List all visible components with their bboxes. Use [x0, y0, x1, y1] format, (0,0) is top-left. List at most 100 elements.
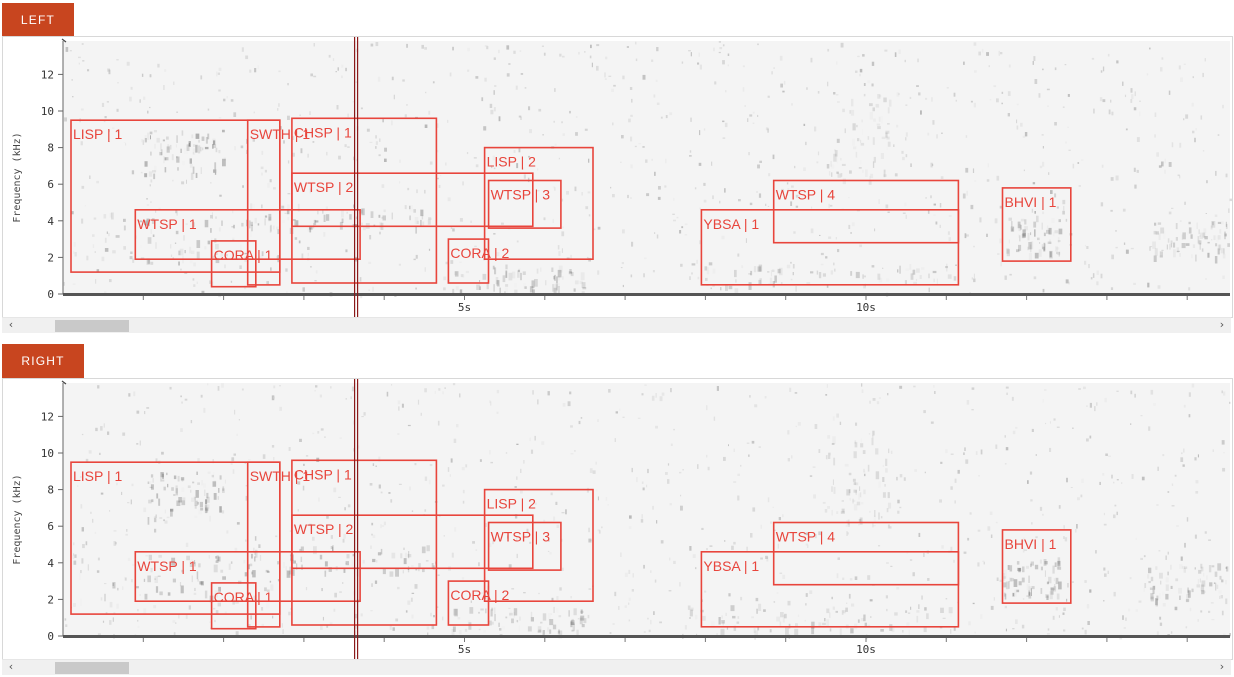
annotation-box[interactable]: CORA | 2 — [447, 580, 509, 626]
annotation-rect[interactable] — [772, 179, 960, 244]
annotation-rect[interactable] — [246, 119, 281, 286]
annotation-label: WTSP | 4 — [776, 529, 836, 545]
y-tick-label: 12 — [41, 410, 54, 423]
annotation-box[interactable]: WTSP | 3 — [487, 179, 562, 229]
left-scroll-thumb[interactable] — [54, 320, 129, 332]
annotation-rect[interactable] — [447, 580, 490, 626]
annotation-box[interactable]: BHVI | 1 — [1001, 529, 1072, 604]
annotation-label: CHSP | 1 — [294, 124, 352, 140]
left-spectrogram-view[interactable]: 12 10 8 6 4 2 0 Frequency (kHz) 5s 10s LISP | 1 WTS… — [2, 36, 1233, 318]
left-channel-panel: LEFT 12 10 8 6 4 2 0 Frequency (kHz) 5s 10s LISP |… — [0, 0, 1234, 334]
y-tick-label: 2 — [47, 593, 54, 606]
y-axis-label: Frequency (kHz) — [12, 474, 23, 564]
annotation-box[interactable]: WTSP | 4 — [772, 179, 960, 244]
right-channel-tab[interactable]: RIGHT — [2, 344, 84, 378]
chevron-right-icon[interactable]: › — [1219, 660, 1225, 673]
time-axis-line — [63, 293, 1230, 296]
frequency-axis: 12 10 8 6 4 2 0 Frequency (kHz) — [12, 41, 64, 301]
annotation-label: LISP | 2 — [487, 496, 537, 512]
annotation-box[interactable]: YBSA | 1 — [700, 209, 960, 286]
annotation-label: BHVI | 1 — [1005, 194, 1057, 210]
frequency-axis: 12 10 8 6 4 2 0 Frequency (kHz) — [12, 383, 64, 643]
annotation-label: WTSP | 2 — [294, 521, 354, 537]
right-channel-panel: RIGHT 12 10 8 6 4 2 0 Frequency (kHz) 5s 10s LISP … — [0, 342, 1234, 676]
annotation-box[interactable]: CORA | 1 — [210, 582, 273, 630]
annotation-rect[interactable] — [700, 209, 960, 286]
y-tick-label: 12 — [41, 68, 54, 81]
plot-corner-marker — [61, 38, 67, 43]
spectrogram-background — [63, 383, 1230, 636]
annotation-box[interactable]: WTSP | 2 — [291, 514, 534, 570]
annotation-rect[interactable] — [291, 172, 534, 228]
x-tick-label: 5s — [458, 643, 471, 656]
annotation-rect[interactable] — [291, 514, 534, 570]
left-channel-tab[interactable]: LEFT — [2, 3, 74, 37]
y-tick-label: 6 — [47, 178, 54, 191]
annotation-rect[interactable] — [483, 488, 594, 602]
left-spectrogram[interactable]: 12 10 8 6 4 2 0 Frequency (kHz) 5s 10s LISP | 1 WTS… — [3, 37, 1232, 317]
y-tick-label: 8 — [47, 484, 54, 497]
annotation-rect[interactable] — [246, 461, 281, 628]
annotation-label: LISP | 1 — [73, 468, 123, 484]
annotation-rect[interactable] — [772, 521, 960, 586]
annotation-label: LISP | 2 — [487, 154, 537, 170]
y-tick-label: 8 — [47, 142, 54, 155]
annotation-rect[interactable] — [210, 240, 257, 288]
annotation-label: SWTH | 1 — [250, 468, 311, 484]
annotation-label: CORA | 1 — [214, 247, 273, 263]
right-scrollbar[interactable]: ‹ › — [2, 659, 1231, 675]
annotation-box[interactable]: WTSP | 4 — [772, 521, 960, 586]
annotation-label: CORA | 2 — [450, 245, 509, 261]
chevron-left-icon[interactable]: ‹ — [8, 660, 14, 673]
y-tick-label: 4 — [47, 215, 54, 228]
annotation-rect[interactable] — [700, 551, 960, 628]
annotation-box[interactable]: CORA | 1 — [210, 240, 273, 288]
time-axis: 5s 10s — [63, 293, 1230, 314]
chevron-right-icon[interactable]: › — [1219, 318, 1225, 331]
annotation-box[interactable]: YBSA | 1 — [700, 551, 960, 628]
y-tick-label: 0 — [47, 630, 54, 643]
annotation-label: WTSP | 1 — [137, 558, 197, 574]
annotation-label: LISP | 1 — [73, 126, 123, 142]
x-tick-label: 10s — [856, 643, 876, 656]
plot-corner-marker — [61, 380, 67, 385]
annotation-box[interactable]: WTSP | 2 — [291, 172, 534, 228]
x-tick-label: 10s — [856, 301, 876, 314]
annotation-label: WTSP | 4 — [776, 187, 836, 203]
annotation-rect[interactable] — [1001, 529, 1072, 604]
time-axis: 5s 10s — [63, 635, 1230, 656]
annotation-label: BHVI | 1 — [1005, 536, 1057, 552]
annotation-box[interactable]: SWTH | 1 — [246, 119, 311, 286]
annotation-box[interactable]: CORA | 2 — [447, 238, 509, 284]
annotation-rect[interactable] — [487, 521, 562, 571]
annotation-label: YBSA | 1 — [703, 558, 759, 574]
annotation-rect[interactable] — [487, 179, 562, 229]
annotation-rect[interactable] — [447, 238, 490, 284]
annotation-rect[interactable] — [1001, 187, 1072, 262]
annotation-box[interactable]: LISP | 2 — [483, 488, 594, 602]
spectrogram-texture — [63, 383, 1231, 640]
x-tick-label: 5s — [458, 301, 471, 314]
annotation-rect[interactable] — [483, 146, 594, 260]
left-scrollbar[interactable]: ‹ › — [2, 317, 1231, 333]
y-tick-label: 6 — [47, 520, 54, 533]
chevron-left-icon[interactable]: ‹ — [8, 318, 14, 331]
annotation-box[interactable]: BHVI | 1 — [1001, 187, 1072, 262]
annotation-label: WTSP | 3 — [491, 187, 551, 203]
y-tick-label: 4 — [47, 557, 54, 570]
annotation-box[interactable]: WTSP | 3 — [487, 521, 562, 571]
right-scroll-thumb[interactable] — [54, 662, 129, 674]
annotation-label: CORA | 1 — [214, 589, 273, 605]
right-spectrogram[interactable]: 12 10 8 6 4 2 0 Frequency (kHz) 5s 10s LISP | 1 WTS… — [3, 379, 1232, 659]
annotation-box[interactable]: LISP | 2 — [483, 146, 594, 260]
annotation-rect[interactable] — [210, 582, 257, 630]
y-tick-label: 0 — [47, 288, 54, 301]
annotation-box[interactable]: SWTH | 1 — [246, 461, 311, 628]
annotation-label: CHSP | 1 — [294, 466, 352, 482]
spectrogram-background — [63, 41, 1230, 294]
annotation-label: WTSP | 1 — [137, 216, 197, 232]
y-tick-label: 10 — [41, 105, 54, 118]
right-spectrogram-view[interactable]: 12 10 8 6 4 2 0 Frequency (kHz) 5s 10s LISP | 1 WTS… — [2, 378, 1233, 660]
